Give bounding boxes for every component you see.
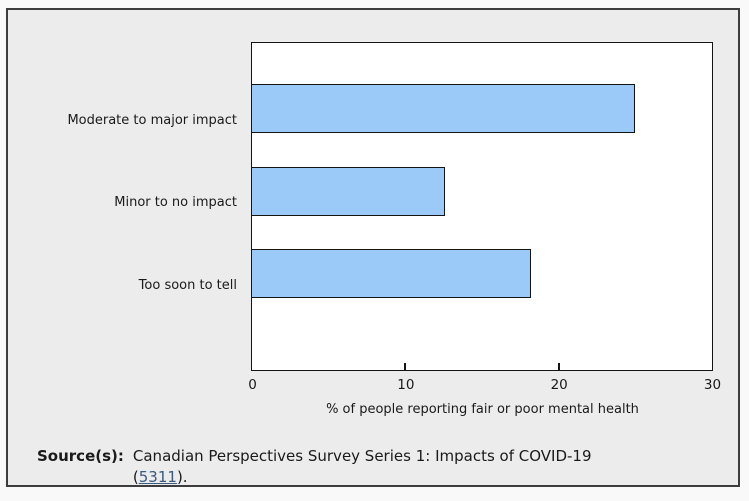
chart-panel: Moderate to major impact Minor to no impa… [6, 8, 740, 487]
x-tick-label-10: 10 [397, 377, 415, 393]
x-tick-label-20: 20 [550, 377, 568, 393]
bar-minor-to-no-impact [252, 166, 445, 216]
source-text-line2: (5311). [133, 468, 188, 486]
source-link-prefix: ( [132, 468, 139, 486]
category-axis-labels: Moderate to major impact Minor to no impa… [8, 10, 237, 485]
source-text: Canadian Perspectives Survey Series 1: I… [133, 446, 592, 488]
category-label-too-soon-to-tell: Too soon to tell [138, 277, 237, 293]
category-label-moderate-to-major-impact: Moderate to major impact [67, 112, 237, 128]
source-link-suffix: ). [176, 468, 188, 486]
source-link-5311[interactable]: 5311 [138, 468, 177, 486]
source-label: Source(s): [37, 447, 124, 465]
plot-area [251, 42, 713, 371]
x-tick-label-30: 30 [703, 377, 722, 393]
x-tickmark-10 [404, 363, 407, 370]
category-label-minor-to-no-impact: Minor to no impact [114, 195, 237, 210]
source-note: Source(s): Canadian Perspectives Survey … [37, 446, 592, 488]
x-axis-title: % of people reporting fair or poor menta… [326, 402, 639, 417]
bar-too-soon-to-tell [252, 249, 531, 298]
x-tickmark-20 [557, 363, 560, 370]
source-text-line1: Canadian Perspectives Survey Series 1: I… [132, 447, 592, 465]
bar-moderate-to-major-impact [252, 84, 635, 133]
x-tick-label-0: 0 [248, 377, 257, 393]
